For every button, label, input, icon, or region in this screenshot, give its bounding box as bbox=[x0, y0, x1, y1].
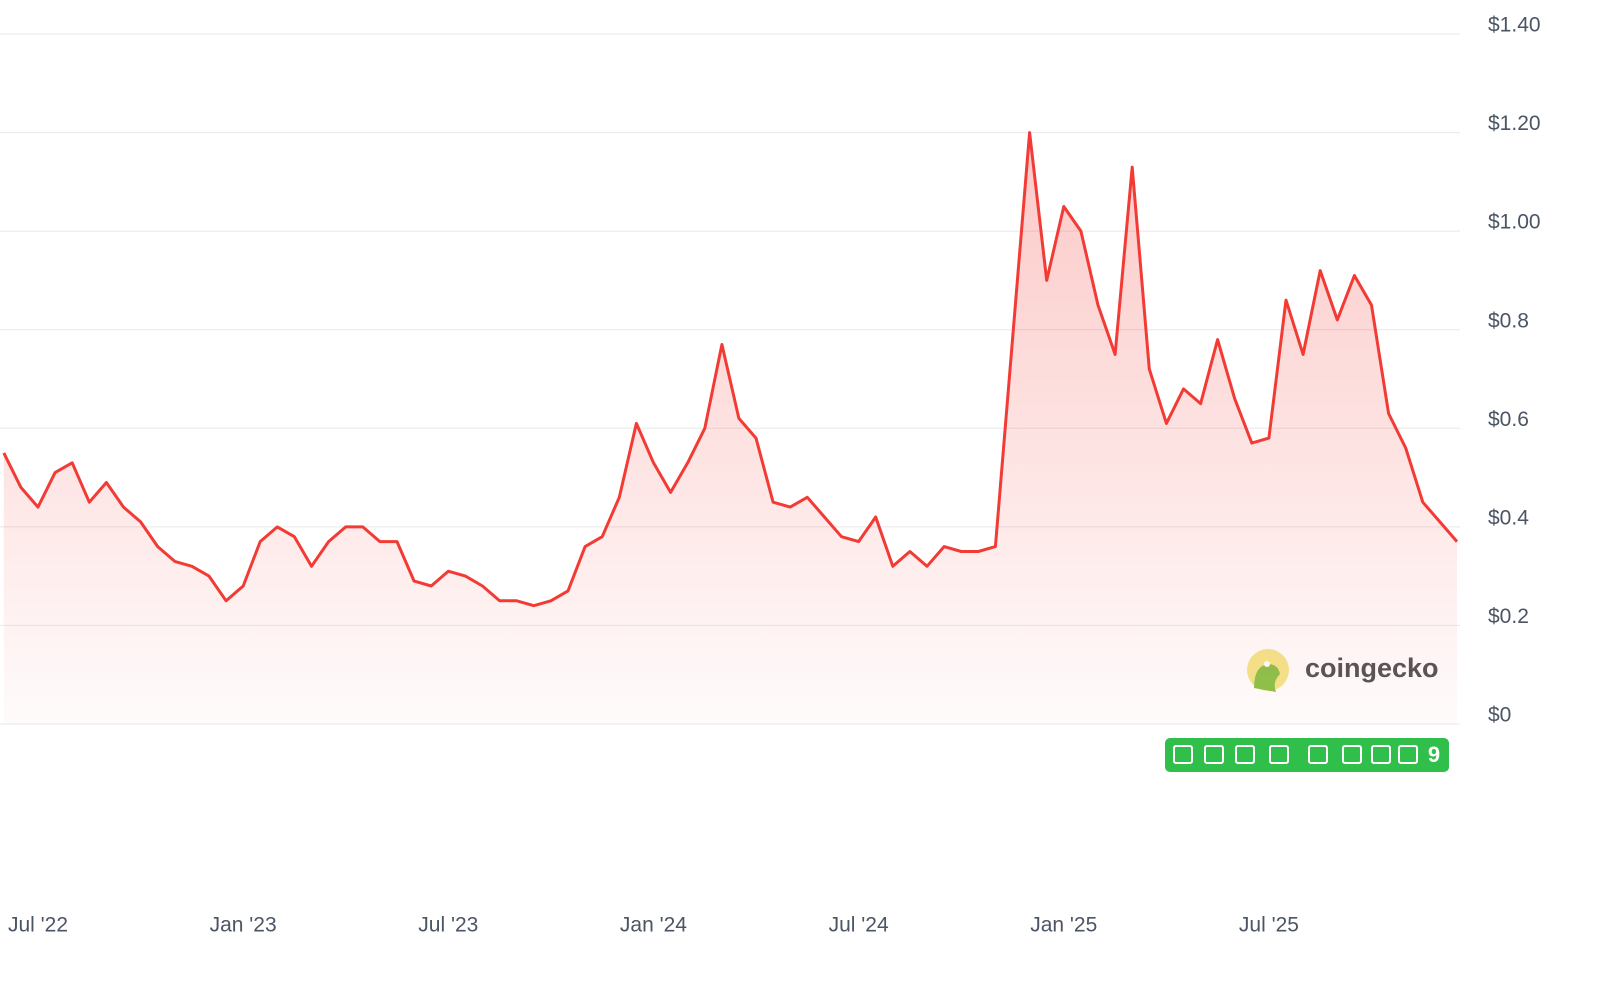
price-line bbox=[2, 131, 1459, 608]
x-tick-label: Jan '25 bbox=[1030, 914, 1097, 937]
y-tick-label: $0.8 bbox=[1488, 309, 1529, 332]
y-tick-label: $0 bbox=[1488, 704, 1511, 727]
news-badge bbox=[1165, 738, 1449, 772]
y-tick-label: $0.6 bbox=[1488, 408, 1529, 431]
y-tick-label: $0.4 bbox=[1488, 506, 1529, 529]
area bbox=[3, 132, 1457, 725]
x-tick-label: Jan '23 bbox=[210, 914, 277, 937]
y-tick-label: $0.2 bbox=[1488, 605, 1529, 628]
x-tick-label: Jul '25 bbox=[1239, 914, 1299, 937]
y-tick-label: $1.20 bbox=[1488, 112, 1541, 135]
news-count: 9 bbox=[1428, 742, 1440, 767]
x-tick-label: Jul '24 bbox=[829, 914, 889, 937]
x-tick-label: Jul '23 bbox=[418, 914, 478, 937]
y-tick-label: $1.00 bbox=[1488, 211, 1541, 234]
x-tick-label: Jan '24 bbox=[620, 914, 687, 937]
x-tick-label: Jul '22 bbox=[8, 914, 68, 937]
y-tick-label: $1.40 bbox=[1488, 14, 1541, 37]
